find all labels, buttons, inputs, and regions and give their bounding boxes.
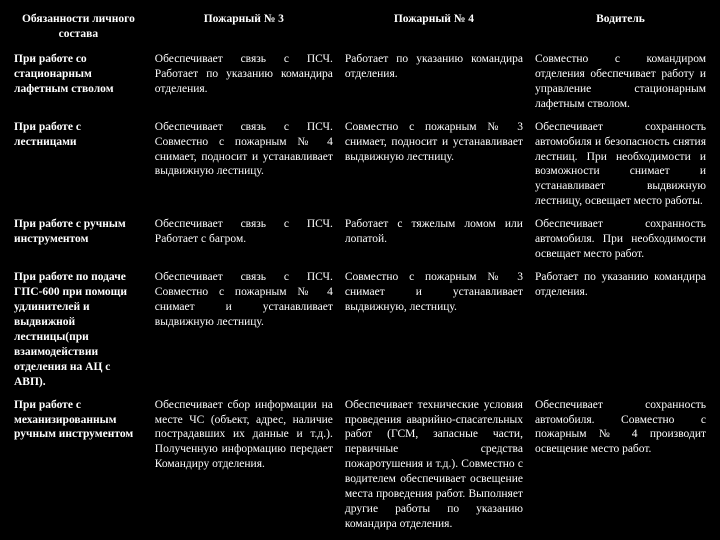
firefighter-4-cell: Работает по указанию командира отделения… xyxy=(339,48,529,116)
firefighter-4-cell: Совместно с пожарным № 3 снимает и устан… xyxy=(339,266,529,394)
firefighter-4-cell: Совместно с пожарным № 3 снимает, поднос… xyxy=(339,116,529,214)
firefighter-4-cell: Обеспечивает технические условия проведе… xyxy=(339,394,529,536)
firefighter-3-cell: Обеспечивает связь с ПСЧ. Совместно с по… xyxy=(149,116,339,214)
header-firefighter-4: Пожарный № 4 xyxy=(339,8,529,48)
table-row: При работе с механизированным ручным инс… xyxy=(8,394,712,536)
table-row: При работе с лестницами Обеспечивает свя… xyxy=(8,116,712,214)
header-driver: Водитель xyxy=(529,8,712,48)
duty-label: При работе с ручным инструментом xyxy=(8,213,149,266)
table-row: При работе по подаче ГПС-600 при помощи … xyxy=(8,266,712,394)
firefighter-3-cell: Обеспечивает сбор информации на месте ЧС… xyxy=(149,394,339,536)
duty-label: При работе по подаче ГПС-600 при помощи … xyxy=(8,266,149,394)
duty-label: При работе с лестницами xyxy=(8,116,149,214)
header-firefighter-3: Пожарный № 3 xyxy=(149,8,339,48)
firefighter-3-cell: Обеспечивает связь с ПСЧ. Работает с баг… xyxy=(149,213,339,266)
header-row: Обязанности личного состава Пожарный № 3… xyxy=(8,8,712,48)
driver-cell: Обеспечивает сохранность автомобиля и бе… xyxy=(529,116,712,214)
table-row: При работе со стационарным лафетным ство… xyxy=(8,48,712,116)
driver-cell: Обеспечивает сохранность автомобиля. Сов… xyxy=(529,394,712,536)
driver-cell: Обеспечивает сохранность автомобиля. При… xyxy=(529,213,712,266)
duty-label: При работе с механизированным ручным инс… xyxy=(8,394,149,536)
firefighter-3-cell: Обеспечивает связь с ПСЧ. Работает по ук… xyxy=(149,48,339,116)
driver-cell: Работает по указанию командира отделения… xyxy=(529,266,712,394)
duties-table: Обязанности личного состава Пожарный № 3… xyxy=(8,8,712,536)
driver-cell: Совместно с командиром отделения обеспеч… xyxy=(529,48,712,116)
firefighter-3-cell: Обеспечивает связь с ПСЧ. Совместно с по… xyxy=(149,266,339,394)
firefighter-4-cell: Работает с тяжелым ломом или лопатой. xyxy=(339,213,529,266)
duty-label: При работе со стационарным лафетным ство… xyxy=(8,48,149,116)
header-duties: Обязанности личного состава xyxy=(8,8,149,48)
table-row: При работе с ручным инструментом Обеспеч… xyxy=(8,213,712,266)
